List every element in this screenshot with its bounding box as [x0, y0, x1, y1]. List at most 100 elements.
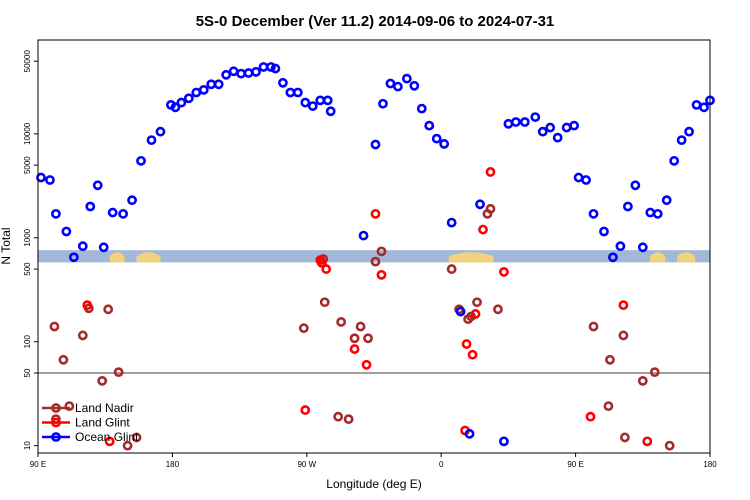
ocean-glint-point	[669, 155, 680, 166]
y-tick-label: 100	[23, 335, 32, 349]
ocean-glint-point	[176, 97, 187, 108]
land-glint-point	[349, 344, 360, 354]
land-nadir-point	[637, 375, 648, 386]
ocean-glint-point	[146, 135, 157, 146]
land-glint-legend-marker	[51, 417, 61, 428]
x-tick-label: 90 E	[567, 460, 583, 469]
ocean-glint-point	[652, 208, 663, 219]
ocean-glint-point	[401, 73, 412, 84]
map-band-land	[677, 252, 696, 263]
land-nadir-legend-marker	[51, 403, 61, 413]
ocean-glint-point	[599, 226, 609, 237]
y-tick-label: 10000	[23, 122, 32, 145]
land-glint-point	[585, 411, 596, 422]
ocean-glint-point	[136, 155, 146, 166]
ocean-glint-point	[300, 97, 311, 108]
ocean-glint-point	[637, 242, 648, 253]
land-glint-point	[321, 264, 332, 274]
ocean-glint-point	[416, 103, 427, 114]
ocean-glint-point	[68, 252, 79, 263]
ocean-glint-point	[36, 172, 46, 183]
plot-frame	[37, 39, 711, 454]
ocean-glint-point	[537, 126, 548, 137]
land-nadir-point	[485, 203, 496, 214]
land-nadir-point	[333, 411, 344, 422]
land-glint-point	[370, 208, 381, 219]
y-tick-label: 1000	[23, 228, 32, 246]
land-nadir-point	[619, 432, 630, 443]
ocean-glint-point	[307, 101, 318, 111]
ocean-glint-point	[608, 252, 618, 263]
map-band-land	[448, 252, 494, 263]
ocean-glint-point	[378, 98, 388, 109]
land-nadir-point	[363, 333, 373, 344]
ocean-glint-point	[455, 306, 466, 317]
land-nadir-point	[376, 246, 387, 257]
ocean-glint-point	[107, 207, 118, 218]
land-nadir-point	[355, 321, 366, 332]
land-nadir-point	[370, 256, 381, 267]
ocean-glint-point	[85, 201, 96, 212]
ocean-glint-point	[45, 175, 55, 185]
y-tick-label: 50	[23, 368, 32, 377]
ocean-glint-point	[266, 62, 276, 72]
ocean-glint-point	[661, 195, 672, 206]
land-nadir-point	[446, 264, 457, 274]
ocean-glint-point	[545, 122, 556, 133]
x-tick-label: 90 E	[30, 460, 46, 469]
land-glint-point	[642, 436, 653, 447]
land-glint-point	[499, 266, 509, 277]
ocean-glint-point	[51, 208, 61, 219]
ocean-glint-point	[77, 241, 88, 252]
ocean-glint-point	[530, 112, 541, 122]
land-nadir-point	[131, 432, 142, 443]
x-tick-label: 90 W	[297, 460, 316, 469]
ocean-glint-point	[622, 201, 633, 212]
x-tick-label: 180	[703, 460, 717, 469]
ocean-glint-point	[221, 69, 232, 80]
ocean-glint-point	[251, 66, 261, 77]
land-nadir-point	[343, 414, 354, 425]
ocean-glint-point	[183, 93, 194, 104]
x-tick-label: 0	[439, 460, 444, 469]
y-tick-label: 500	[23, 262, 32, 276]
land-nadir-point	[618, 330, 629, 341]
data-points	[36, 62, 715, 451]
ocean-glint-point	[439, 139, 450, 149]
ocean-glint-point	[358, 230, 369, 241]
land-glint-point	[104, 436, 115, 447]
land-nadir-point	[113, 367, 124, 378]
land-nadir-point	[77, 330, 88, 341]
land-glint-point	[361, 359, 372, 370]
ocean-glint-point	[431, 133, 442, 144]
ocean-glint-point	[446, 217, 457, 228]
ocean-glint-point	[198, 84, 209, 95]
ocean-glint-point	[464, 428, 475, 439]
land-glint-point	[316, 257, 327, 268]
land-glint-point	[467, 349, 478, 360]
y-axis-label: N Total	[0, 227, 13, 264]
land-nadir-legend-label: Land Nadir	[75, 401, 134, 415]
ocean-glint-point	[322, 95, 333, 106]
ocean-glint-point	[569, 120, 580, 131]
land-nadir-point	[472, 297, 482, 308]
ocean-glint-point	[370, 139, 381, 150]
ocean-glint-point	[510, 117, 521, 127]
ocean-glint-point	[684, 126, 694, 137]
land-nadir-point	[649, 367, 660, 378]
ocean-glint-point	[61, 226, 72, 237]
x-axis-label: Longitude (deg E)	[326, 477, 421, 491]
ocean-glint-point	[92, 180, 103, 191]
land-glint-point	[470, 309, 481, 319]
land-nadir-point	[319, 297, 330, 308]
ocean-glint-legend-label: Ocean Glint	[75, 430, 139, 444]
y-tick-label: 50000	[23, 50, 32, 73]
chart-title: 5S-0 December (Ver 11.2) 2014-09-06 to 2…	[196, 13, 555, 30]
map-band-land	[136, 252, 161, 263]
ocean-glint-point	[270, 63, 281, 74]
ocean-glint-point	[552, 132, 563, 143]
land-nadir-point	[605, 354, 615, 365]
land-glint-point	[618, 300, 629, 311]
